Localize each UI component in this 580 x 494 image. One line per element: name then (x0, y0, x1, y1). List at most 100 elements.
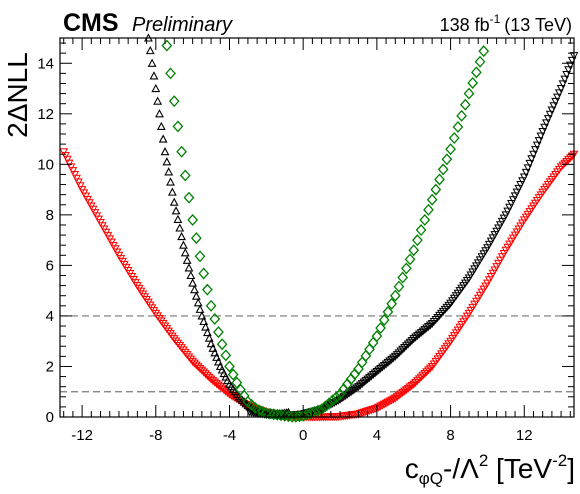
data-point (390, 352, 400, 361)
data-point (414, 330, 424, 339)
plot-frame (59, 37, 575, 418)
data-point (348, 386, 358, 396)
data-point (437, 163, 449, 176)
x-label-close: ] (567, 453, 575, 484)
data-point (523, 164, 533, 173)
data-point (441, 153, 453, 166)
data-point (145, 45, 155, 55)
data-point (474, 55, 486, 68)
data-point (68, 167, 78, 176)
data-point (422, 368, 431, 377)
data-point (332, 397, 341, 406)
data-point (408, 244, 420, 257)
data-point (407, 382, 417, 391)
data-point (379, 400, 389, 409)
data-point (549, 102, 559, 111)
data-point (201, 322, 210, 331)
data-point (188, 278, 198, 287)
data-point (400, 387, 409, 396)
data-point (214, 357, 223, 366)
data-point (411, 333, 420, 342)
data-point (558, 161, 568, 170)
data-point (367, 372, 376, 381)
data-point (412, 234, 423, 247)
data-point (429, 317, 439, 327)
data-point (171, 337, 181, 346)
data-point (161, 39, 173, 52)
data-point (376, 364, 385, 374)
data-point (448, 132, 460, 145)
data-point (75, 182, 85, 191)
data-point (175, 223, 185, 232)
data-point (279, 409, 291, 422)
y-tick-label: 2 (46, 358, 54, 375)
data-point (392, 393, 402, 402)
data-point (264, 407, 276, 420)
data-point (268, 408, 280, 421)
data-point (182, 255, 192, 264)
data-point (190, 284, 199, 294)
y-tick-label: 0 (46, 409, 54, 426)
data-point (519, 173, 529, 182)
data-point (164, 167, 174, 176)
lumi-exponent: -1 (490, 12, 501, 26)
data-point (184, 353, 194, 362)
data-point (387, 355, 396, 364)
x-label-unit-exponent: -2 (552, 451, 567, 470)
data-point (253, 404, 265, 417)
data-point (361, 377, 371, 386)
data-point (354, 383, 363, 392)
data-point (403, 340, 413, 349)
data-point (193, 298, 203, 307)
data-point (525, 159, 535, 168)
data-point (420, 370, 430, 379)
data-point (545, 110, 555, 119)
data-point (398, 345, 408, 354)
data-point (435, 311, 444, 320)
data-point (416, 329, 426, 338)
x-tick-label: 0 (299, 427, 307, 444)
data-point (372, 368, 382, 377)
x-tick-label: -12 (71, 427, 93, 444)
x-label-unit: [TeV (488, 453, 552, 484)
data-point (359, 378, 369, 387)
data-point (153, 96, 163, 105)
data-point (213, 326, 224, 339)
data-point (427, 320, 437, 329)
data-point (179, 346, 188, 355)
data-point (180, 248, 190, 257)
data-point (423, 203, 434, 216)
data-point (177, 344, 186, 353)
x-tick-label: 12 (516, 427, 533, 444)
data-point (212, 352, 222, 361)
data-point (173, 214, 183, 223)
data-point (413, 332, 422, 341)
data-point (470, 66, 482, 79)
data-point (385, 357, 395, 366)
status-label: Preliminary (132, 14, 233, 36)
data-point (397, 271, 409, 284)
data-point (553, 93, 562, 102)
data-point (177, 231, 187, 241)
data-point (363, 375, 373, 384)
data-point (70, 170, 80, 179)
data-point (167, 187, 177, 196)
data-point (283, 410, 294, 423)
data-point (438, 307, 448, 316)
data-point (403, 384, 413, 393)
data-point (378, 401, 387, 410)
data-point (231, 376, 243, 389)
data-point (411, 378, 420, 387)
data-point (374, 366, 384, 375)
y-axis-label: 2ΔNLL (2, 52, 33, 138)
data-point (554, 89, 564, 98)
data-point (352, 384, 361, 393)
y-tick-label: 14 (37, 55, 54, 72)
y-tick-label: 4 (46, 308, 54, 325)
data-point (180, 348, 190, 357)
data-point (204, 333, 214, 342)
data-point (442, 303, 452, 312)
data-point (459, 98, 471, 111)
data-point (239, 397, 249, 406)
data-point (378, 314, 390, 326)
